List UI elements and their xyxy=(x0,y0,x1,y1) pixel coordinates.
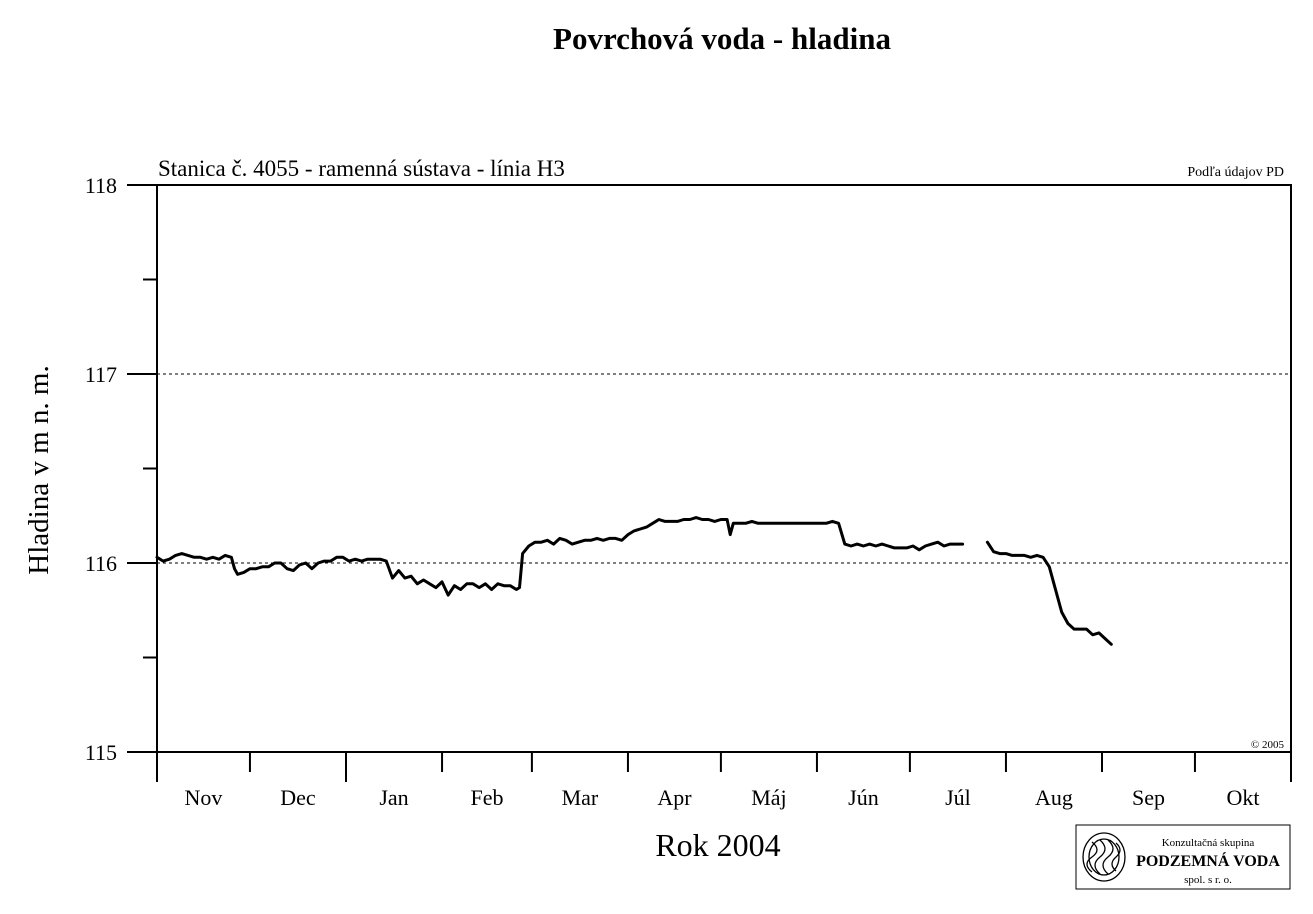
series-line-segment-2 xyxy=(985,540,1113,646)
x-tick-label-Júl: Júl xyxy=(945,785,971,810)
x-tick-label-Jan: Jan xyxy=(379,785,408,810)
x-tick-label-Nov: Nov xyxy=(185,785,223,810)
x-axis: Nov Dec Jan Feb Mar Apr Máj Jún Júl Aug Sep Okt xyxy=(156,752,1292,810)
series-water-level xyxy=(155,516,1113,646)
x-tick-label-Máj: Máj xyxy=(751,785,786,810)
x-tick-label-Mar: Mar xyxy=(562,785,599,810)
x-tick-label-Dec: Dec xyxy=(280,785,316,810)
logo-line-2: PODZEMNÁ VODA xyxy=(1136,851,1280,870)
x-tick-label-Okt: Okt xyxy=(1226,785,1259,810)
y-tick-label: 116 xyxy=(85,551,117,576)
logo-emblem-icon xyxy=(1082,832,1126,882)
chart-subtitle: Stanica č. 4055 - ramenná sústava - líni… xyxy=(158,156,565,181)
logo-line-3: spol. s r. o. xyxy=(1184,874,1232,886)
series-line-segment-1 xyxy=(155,516,965,597)
logo-line-1: Konzultačná skupina xyxy=(1162,837,1255,849)
company-logo: Konzultačná skupina PODZEMNÁ VODA spol. … xyxy=(1075,824,1291,890)
y-tick-label: 118 xyxy=(85,173,117,198)
plot-frame xyxy=(156,184,1292,753)
x-axis-label: Rok 2004 xyxy=(655,827,780,863)
chart-title: Povrchová voda - hladina xyxy=(553,21,891,56)
copyright-note: © 2005 xyxy=(1251,739,1285,751)
x-tick-label-Jún: Jún xyxy=(848,785,879,810)
x-tick-label-Sep: Sep xyxy=(1132,785,1165,810)
logo-frame xyxy=(1075,824,1291,890)
y-axis: 115 116 117 118 xyxy=(85,173,157,765)
x-tick-label-Feb: Feb xyxy=(470,785,503,810)
x-tick-label-Aug: Aug xyxy=(1035,785,1073,810)
y-tick-label: 115 xyxy=(85,740,117,765)
y-axis-label: Hladina v m n. m. xyxy=(23,365,55,574)
source-note: Podľa údajov PD xyxy=(1187,165,1284,180)
gridlines xyxy=(157,373,1291,564)
x-tick-label-Apr: Apr xyxy=(657,785,692,810)
y-tick-label: 117 xyxy=(85,362,117,387)
